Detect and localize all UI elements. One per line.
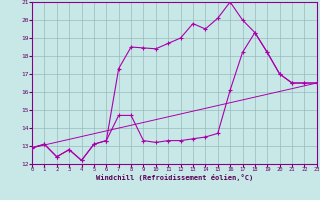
X-axis label: Windchill (Refroidissement éolien,°C): Windchill (Refroidissement éolien,°C)	[96, 174, 253, 181]
